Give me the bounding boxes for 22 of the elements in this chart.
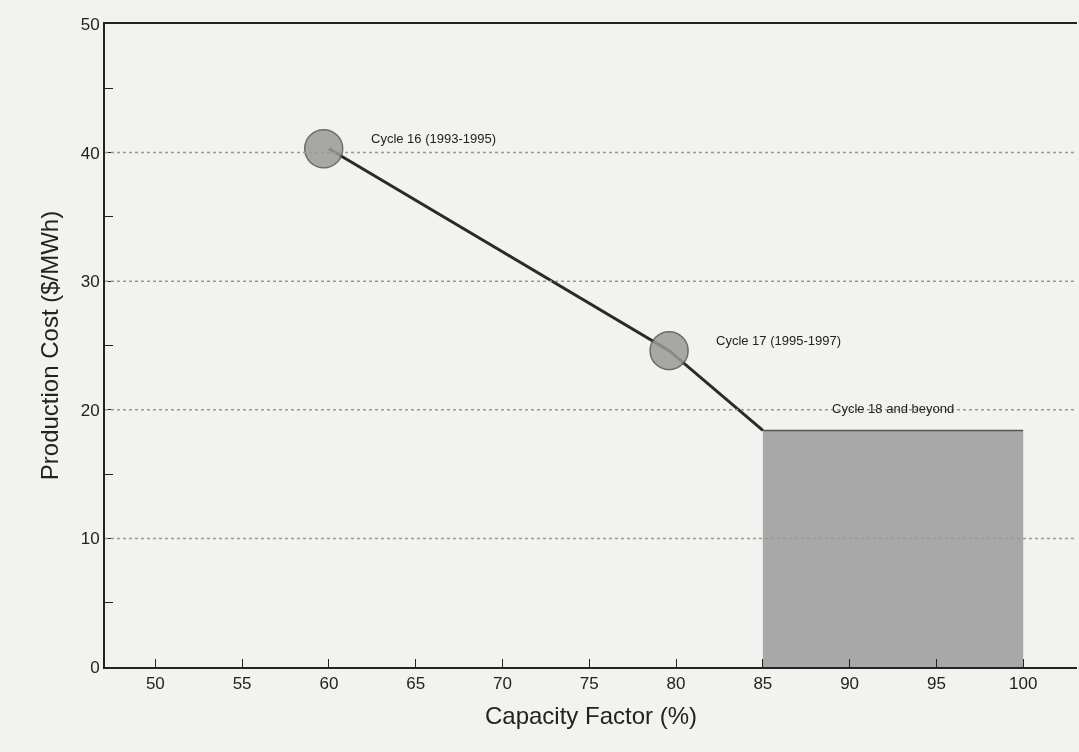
x-tick-label: 90 [840,674,860,694]
y-tick-label: 50 [80,14,100,34]
x-axis-title: Capacity Factor (%) [484,702,698,730]
x-tick-label: 60 [319,674,339,694]
x-tick-label: 65 [406,674,426,694]
annotation: Cycle 16 (1993-1995) [371,131,497,146]
x-tick-label: 85 [753,674,773,694]
x-tick-label: 50 [145,674,165,694]
y-tick-label: 30 [80,272,100,292]
y-tick-label: 40 [80,143,100,163]
x-tick-label: 80 [666,674,686,694]
annotation: Cycle 17 (1995-1997) [716,333,842,348]
y-axis-title: Production Cost ($/MWh) [36,210,64,481]
annotation: Cycle 18 and beyond [832,401,955,416]
x-tick-label: 70 [493,674,512,694]
x-tick-label: 95 [926,674,946,694]
y-tick-label: 20 [80,400,100,420]
x-tick-label: 75 [579,674,599,694]
x-tick-label: 100 [1009,674,1038,694]
x-tick-label: 55 [232,674,252,694]
y-tick-label: 10 [80,529,100,549]
y-tick-label: 0 [90,657,100,677]
